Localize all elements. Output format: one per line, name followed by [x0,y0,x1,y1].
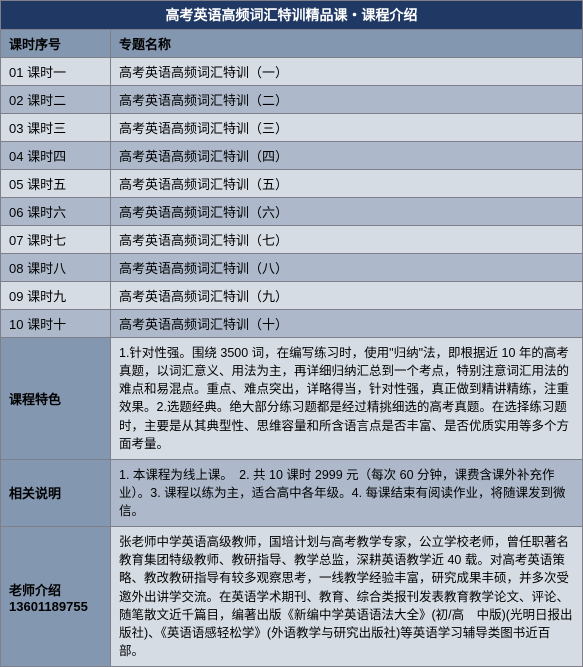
cell-topic: 高考英语高频词汇特训（九） [111,282,583,310]
table-row: 02 课时二 高考英语高频词汇特训（二） [1,86,583,114]
col-num-header: 课时序号 [1,30,111,58]
table-row: 01 课时一 高考英语高频词汇特训（一） [1,58,583,86]
notes-body: 1. 本课程为线上课。 2. 共 10 课时 2999 元（每次 60 分钟，课… [111,459,583,526]
notes-label: 相关说明 [1,459,111,526]
teacher-label: 老师介绍 13601189755 [1,527,111,667]
table-row: 05 课时五 高考英语高频词汇特训（五） [1,170,583,198]
table-row: 06 课时六 高考英语高频词汇特训（六） [1,198,583,226]
cell-topic: 高考英语高频词汇特训（八） [111,254,583,282]
cell-topic: 高考英语高频词汇特训（六） [111,198,583,226]
course-table: 高考英语高频词汇特训精品课・课程介绍 课时序号 专题名称 01 课时一 高考英语… [0,0,583,667]
cell-num: 06 课时六 [1,198,111,226]
cell-num: 02 课时二 [1,86,111,114]
column-header-row: 课时序号 专题名称 [1,30,583,58]
teacher-label-phone: 13601189755 [9,599,102,614]
cell-num: 01 课时一 [1,58,111,86]
table-row: 03 课时三 高考英语高频词汇特训（三） [1,114,583,142]
cell-topic: 高考英语高频词汇特训（七） [111,226,583,254]
teacher-label-title: 老师介绍 [9,580,102,599]
table-title-row: 高考英语高频词汇特训精品课・课程介绍 [1,1,583,30]
cell-topic: 高考英语高频词汇特训（五） [111,170,583,198]
cell-topic: 高考英语高频词汇特训（三） [111,114,583,142]
table-title: 高考英语高频词汇特训精品课・课程介绍 [1,1,583,30]
table-row: 09 课时九 高考英语高频词汇特训（九） [1,282,583,310]
cell-topic: 高考英语高频词汇特训（四） [111,142,583,170]
cell-topic: 高考英语高频词汇特训（一） [111,58,583,86]
col-topic-header: 专题名称 [111,30,583,58]
table-row: 08 课时八 高考英语高频词汇特训（八） [1,254,583,282]
table-row: 10 课时十 高考英语高频词汇特训（十） [1,310,583,338]
table-row: 07 课时七 高考英语高频词汇特训（七） [1,226,583,254]
cell-num: 09 课时九 [1,282,111,310]
cell-num: 05 课时五 [1,170,111,198]
cell-num: 10 课时十 [1,310,111,338]
features-body: 1.针对性强。围绕 3500 词，在编写练习时，使用"归纳"法，即根据近 10 … [111,338,583,460]
table-row: 04 课时四 高考英语高频词汇特训（四） [1,142,583,170]
cell-topic: 高考英语高频词汇特训（二） [111,86,583,114]
teacher-row: 老师介绍 13601189755 张老师中学英语高级教师，国培计划与高考教学专家… [1,527,583,667]
features-row: 课程特色 1.针对性强。围绕 3500 词，在编写练习时，使用"归纳"法，即根据… [1,338,583,460]
cell-num: 04 课时四 [1,142,111,170]
cell-num: 03 课时三 [1,114,111,142]
cell-num: 07 课时七 [1,226,111,254]
notes-row: 相关说明 1. 本课程为线上课。 2. 共 10 课时 2999 元（每次 60… [1,459,583,526]
cell-num: 08 课时八 [1,254,111,282]
teacher-body: 张老师中学英语高级教师，国培计划与高考教学专家，公立学校老师，曾任职著名教育集团… [111,527,583,667]
cell-topic: 高考英语高频词汇特训（十） [111,310,583,338]
features-label: 课程特色 [1,338,111,460]
